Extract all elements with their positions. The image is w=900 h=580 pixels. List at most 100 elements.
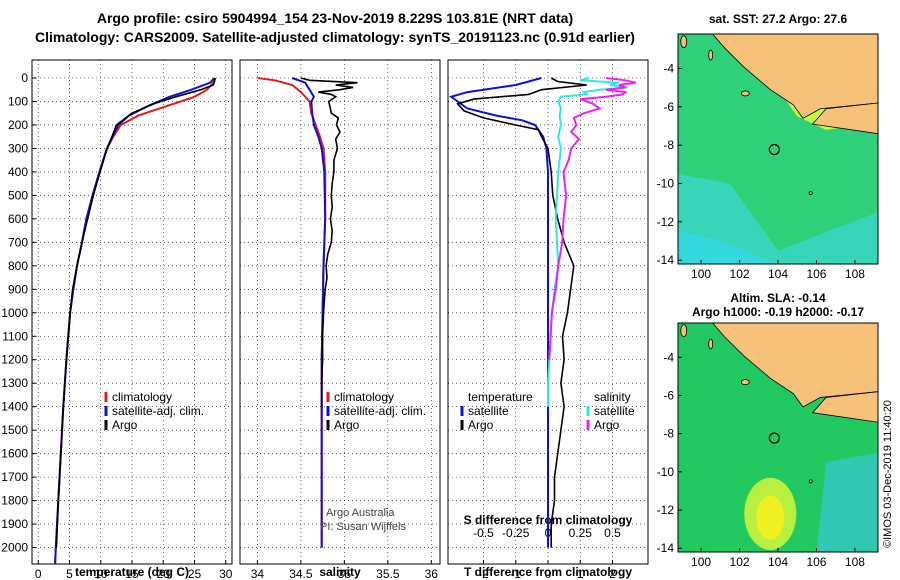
temperature-axis-tick-label: 25 xyxy=(188,567,202,580)
depth-tick-label: 1600 xyxy=(1,447,28,461)
sla-map-content xyxy=(678,323,878,552)
temperature-axis-tick-label: 20 xyxy=(157,567,171,580)
depth-tick-label: 2000 xyxy=(1,541,28,555)
island xyxy=(680,324,688,338)
sst-map-y-tick-label: -14 xyxy=(657,253,675,267)
sst-map-x-tick-label: 102 xyxy=(730,267,750,281)
sst-map-x-tick-label: 104 xyxy=(768,267,788,281)
island xyxy=(740,379,750,386)
island xyxy=(680,35,688,49)
temperature-axis-tick-label: 15 xyxy=(125,567,139,580)
difference-legend-entry-temperature: satellite xyxy=(468,404,509,418)
salinity-panel-frame xyxy=(239,59,441,565)
depth-tick-label: 700 xyxy=(8,235,28,249)
depth-tick-label: 0 xyxy=(21,71,28,85)
difference-salinity-argo-line xyxy=(548,77,636,360)
sla-map-y-tick-label: -8 xyxy=(663,427,674,441)
sst-map-content xyxy=(678,34,878,264)
sst-map-y-tick-label: -12 xyxy=(657,215,675,229)
sst-cooler-water xyxy=(678,231,778,264)
java-landmass xyxy=(811,391,878,423)
sla-map xyxy=(677,322,879,553)
difference-legend-title-salinity: salinity xyxy=(594,390,631,404)
island xyxy=(708,338,714,350)
sla-low-region xyxy=(816,452,878,552)
sla-map-x-tick-label: 100 xyxy=(691,555,711,569)
sla-map-y-tick-label: -4 xyxy=(663,350,674,364)
temperature-legend-entry: Argo xyxy=(112,418,138,432)
island xyxy=(808,191,813,195)
temperature-axis-tick-label: 5 xyxy=(66,567,73,580)
depth-tick-label: 1800 xyxy=(1,494,28,508)
salinity-axis-tick-label: 34 xyxy=(251,567,265,580)
difference-axis-tick-label: 2 xyxy=(609,567,616,580)
depth-tick-label: 500 xyxy=(8,188,28,202)
depth-tick-label: 100 xyxy=(8,94,28,108)
temperature-argo-line xyxy=(55,77,216,548)
sla-map-x-tick-label: 108 xyxy=(845,555,865,569)
salinity-legend-entry: Argo xyxy=(334,418,360,432)
difference-axis-tick-label: 1 xyxy=(577,567,584,580)
difference-legend-entry-salinity: Argo xyxy=(594,418,620,432)
depth-tick-label: 1200 xyxy=(1,353,28,367)
sla-map-x-tick-label: 106 xyxy=(806,555,826,569)
sla-map-title: Altim. SLA: -0.14 xyxy=(730,291,826,305)
sst-map-x-tick-label: 100 xyxy=(691,267,711,281)
sla-map-y-tick-label: -14 xyxy=(657,541,675,555)
difference-top-tick-label: -0.25 xyxy=(502,526,530,540)
sst-map xyxy=(677,33,879,265)
island xyxy=(808,479,813,484)
depth-tick-label: 900 xyxy=(8,282,28,296)
difference-axis-tick-label: -2 xyxy=(478,567,489,580)
salinity-axis-label: salinity xyxy=(319,565,361,579)
depth-tick-label: 1000 xyxy=(1,306,28,320)
difference-legend-entry-temperature: Argo xyxy=(468,418,494,432)
temperature-difference-axis-label: T difference from climatology xyxy=(464,565,632,579)
difference-legend-title-temperature: temperature xyxy=(468,390,533,404)
temperature-axis-tick-label: 0 xyxy=(35,567,42,580)
sla-map-y-tick-label: -6 xyxy=(663,389,674,403)
sst-map-x-tick-label: 108 xyxy=(845,267,865,281)
sst-map-y-tick-label: -6 xyxy=(663,100,674,114)
temperature-axis-tick-label: 10 xyxy=(94,567,108,580)
depth-tick-label: 1900 xyxy=(1,517,28,531)
sla-map-y-tick-label: -12 xyxy=(657,503,675,517)
difference-top-tick-label: 0.25 xyxy=(569,526,593,540)
sst-map-y-tick-label: -4 xyxy=(663,62,674,76)
difference-axis-tick-label: 0 xyxy=(545,567,552,580)
pi-annotation: PI: Susan Wijffels xyxy=(320,521,406,533)
salinity-axis-tick-label: 36 xyxy=(425,567,439,580)
salinity-argo-line xyxy=(300,77,358,407)
difference-top-tick-label: -0.5 xyxy=(473,526,494,540)
temperature-axis-tick-label: 30 xyxy=(219,567,233,580)
copyright-stamp: ©IMOS 03-Dec-2019 11:40:20 xyxy=(882,400,894,548)
sst-map-y-tick-label: -10 xyxy=(657,177,675,191)
salinity-satellite-line xyxy=(291,77,327,548)
depth-tick-label: 300 xyxy=(8,141,28,155)
argo-location-marker xyxy=(768,143,780,156)
sla-map-subtitle: Argo h1000: -0.19 h2000: -0.17 xyxy=(692,305,864,319)
temperature-legend-entry: climatology xyxy=(112,390,172,404)
difference-temperature-argo-line xyxy=(456,77,587,548)
salinity-axis-tick-label: 35.5 xyxy=(376,567,400,580)
depth-tick-label: 800 xyxy=(8,259,28,273)
sumatra-landmass xyxy=(678,34,878,119)
depth-tick-label: 200 xyxy=(8,118,28,132)
sst-map-title: sat. SST: 27.2 Argo: 27.6 xyxy=(709,12,848,26)
depth-tick-label: 1100 xyxy=(2,329,28,343)
depth-tick-label: 1400 xyxy=(1,400,28,414)
figure-title-line-2: Climatology: CARS2009. Satellite-adjuste… xyxy=(35,29,635,45)
salinity-axis-tick-label: 35 xyxy=(338,567,352,580)
figure-title-line-1: Argo profile: csiro 5904994_154 23-Nov-2… xyxy=(96,10,574,26)
temperature-legend-entry: satellite-adj. clim. xyxy=(112,404,204,418)
sst-map-y-tick-label: -8 xyxy=(663,138,674,152)
depth-tick-label: 600 xyxy=(8,212,28,226)
sla-peak-region xyxy=(756,495,785,540)
sla-map-x-tick-label: 102 xyxy=(730,555,750,569)
difference-axis-tick-label: -1 xyxy=(510,567,521,580)
temperature-axis-label: temperature (deg C) xyxy=(75,565,189,579)
salinity-legend-entry: satellite-adj. clim. xyxy=(334,404,426,418)
island xyxy=(708,49,714,61)
sla-map-y-tick-label: -10 xyxy=(657,465,675,479)
